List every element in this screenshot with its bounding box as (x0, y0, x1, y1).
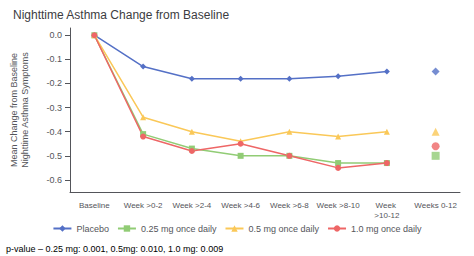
svg-text:-0.5: -0.5 (46, 151, 62, 161)
svg-text:0.0: 0.0 (49, 30, 62, 40)
svg-text:Nighttime Asthma Symptoms: Nighttime Asthma Symptoms (20, 52, 30, 168)
svg-text:Week >6-8: Week >6-8 (270, 201, 309, 210)
svg-text:-0.4: -0.4 (46, 127, 62, 137)
svg-text:Week >8-10: Week >8-10 (317, 201, 361, 210)
svg-text:-0.2: -0.2 (46, 78, 62, 88)
svg-text:Week >2-4: Week >2-4 (172, 201, 211, 210)
svg-text:0.5 mg once daily: 0.5 mg once daily (248, 224, 319, 234)
svg-text:>10-12: >10-12 (374, 211, 400, 220)
svg-text:-0.1: -0.1 (46, 54, 62, 64)
svg-text:Nighttime Asthma Change from B: Nighttime Asthma Change from Baseline (13, 8, 229, 22)
svg-text:Baseline: Baseline (79, 201, 110, 210)
svg-text:Week: Week (376, 201, 399, 210)
svg-text:-0.3: -0.3 (46, 103, 62, 113)
svg-text:0.25 mg once daily: 0.25 mg once daily (141, 224, 217, 234)
svg-text:Placebo: Placebo (76, 224, 109, 234)
svg-text:Mean Change from Baseline: Mean Change from Baseline (9, 53, 19, 167)
svg-text:Week >0-2: Week >0-2 (124, 201, 163, 210)
svg-text:-0.6: -0.6 (46, 175, 62, 185)
svg-text:p-value – 0.25 mg: 0.001, 0.5m: p-value – 0.25 mg: 0.001, 0.5mg: 0.010, … (6, 244, 223, 254)
svg-text:1.0 mg once daily: 1.0 mg once daily (351, 224, 422, 234)
svg-text:Weeks 0-12: Weeks 0-12 (414, 201, 457, 210)
svg-text:Week >4-6: Week >4-6 (221, 201, 260, 210)
